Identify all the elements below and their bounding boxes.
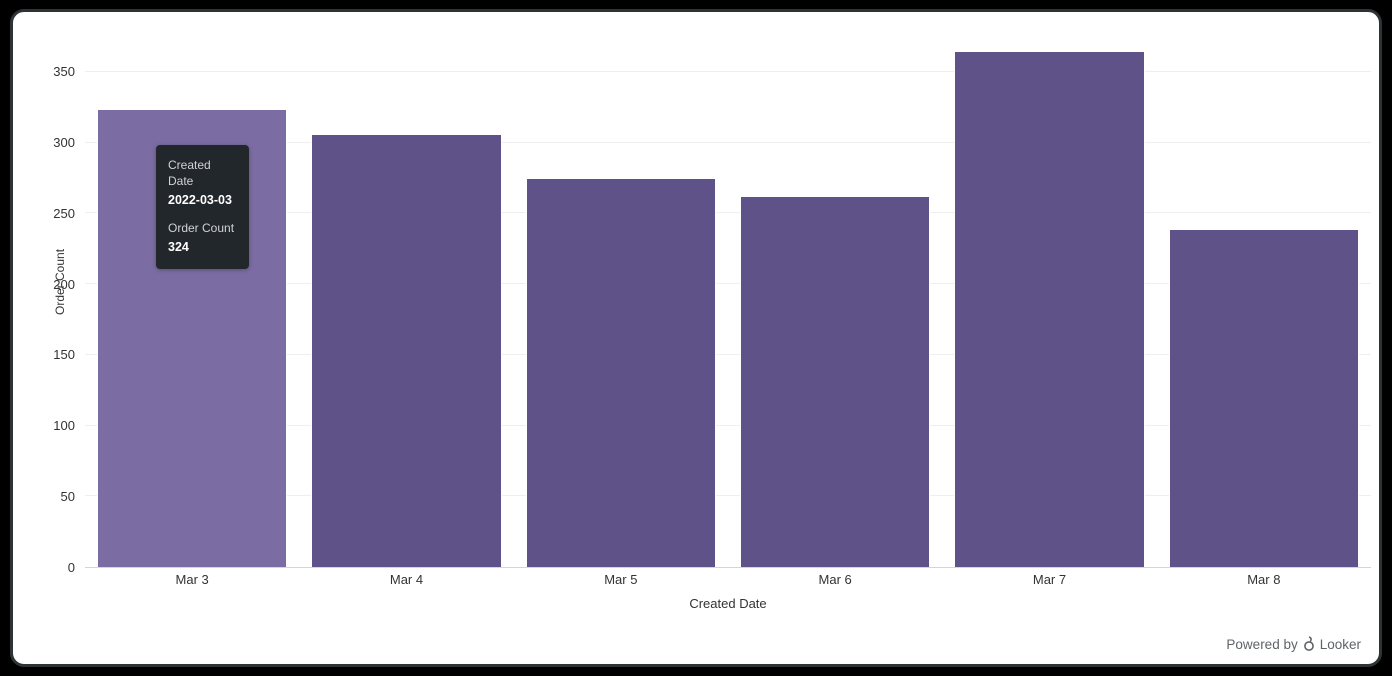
bar-slot — [728, 18, 942, 567]
looker-brand-text: Looker — [1319, 636, 1361, 652]
looker-logo-icon — [1302, 636, 1316, 652]
bar-slot — [514, 18, 728, 567]
x-tick-label: Mar 6 — [818, 572, 852, 587]
tooltip-field-label: Created Date — [168, 158, 211, 188]
x-tick-label: Mar 4 — [389, 572, 424, 587]
gridline — [85, 353, 1371, 355]
gridline — [85, 283, 1371, 285]
y-tick-label: 250 — [53, 205, 75, 221]
x-tick-label: Mar 3 — [175, 572, 209, 587]
gridline — [85, 495, 1371, 497]
tooltip-field-value: 2022-03-03 — [168, 193, 232, 207]
bar-slot — [942, 18, 1156, 567]
tooltip: Created Date 2022-03-03 Order Count 324 — [156, 145, 249, 269]
bar-series — [85, 18, 1371, 567]
bar-mar-6[interactable] — [739, 196, 931, 567]
plot-area — [85, 18, 1371, 568]
gridline — [85, 141, 1371, 143]
bar-mar-5[interactable] — [525, 177, 716, 567]
bar-mar-7[interactable] — [954, 50, 1145, 567]
y-tick-label: 0 — [67, 560, 75, 575]
bar-slot — [299, 18, 513, 567]
bar-slot — [1157, 18, 1371, 567]
bar-slot — [85, 18, 299, 567]
x-tick-label: Mar 8 — [1247, 572, 1281, 587]
gridline — [85, 70, 1371, 72]
x-tick-label: Mar 5 — [604, 572, 638, 587]
y-tick-label: 100 — [53, 418, 75, 434]
y-axis-tick-labels: 0 50 100 150 200 250 300 350 — [13, 18, 75, 574]
tooltip-field-label: Order Count — [168, 221, 235, 235]
powered-by-looker-link[interactable]: Powered by Looker — [1226, 636, 1361, 652]
bar-mar-8[interactable] — [1168, 228, 1359, 567]
y-tick-label: 200 — [53, 276, 75, 292]
y-tick-label: 150 — [53, 347, 75, 363]
x-axis-tick-labels: Mar 3 Mar 4 Mar 5 Mar 6 Mar 7 Mar 8 — [85, 572, 1371, 587]
powered-by-text: Powered by — [1226, 636, 1298, 652]
y-tick-label: 50 — [60, 489, 75, 505]
x-tick-label: Mar 7 — [1032, 572, 1067, 587]
gridline — [85, 212, 1371, 214]
gridline — [85, 424, 1371, 426]
y-tick-label: 300 — [53, 134, 75, 150]
x-axis-title: Created Date — [689, 596, 767, 611]
y-tick-label: 350 — [53, 63, 75, 79]
bar-mar-4[interactable] — [311, 134, 502, 567]
tooltip-field-value: 324 — [168, 240, 189, 254]
